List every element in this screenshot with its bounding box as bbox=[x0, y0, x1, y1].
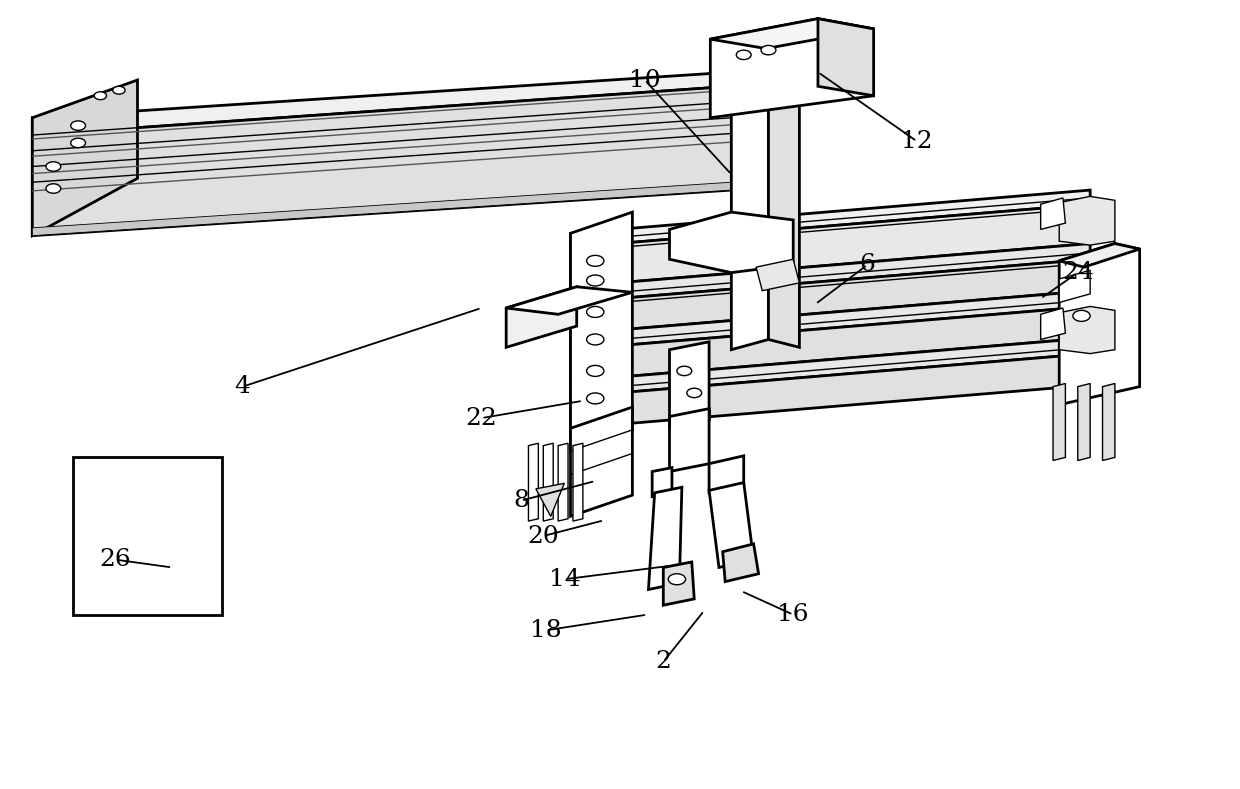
Polygon shape bbox=[570, 244, 1090, 302]
Circle shape bbox=[587, 306, 604, 317]
Polygon shape bbox=[506, 286, 632, 314]
Polygon shape bbox=[649, 488, 682, 589]
Polygon shape bbox=[32, 72, 732, 135]
Text: 2: 2 bbox=[656, 650, 671, 673]
Polygon shape bbox=[570, 338, 1090, 397]
Polygon shape bbox=[570, 407, 632, 516]
Polygon shape bbox=[1059, 244, 1140, 405]
Text: 20: 20 bbox=[527, 525, 559, 548]
Bar bbox=[73, 458, 222, 615]
Circle shape bbox=[46, 162, 61, 171]
Circle shape bbox=[587, 256, 604, 267]
Circle shape bbox=[71, 121, 86, 130]
Polygon shape bbox=[670, 342, 709, 424]
Polygon shape bbox=[570, 212, 632, 451]
Text: 24: 24 bbox=[1061, 261, 1094, 284]
Polygon shape bbox=[1059, 271, 1090, 302]
Text: 8: 8 bbox=[513, 489, 529, 512]
Polygon shape bbox=[570, 190, 1090, 248]
Polygon shape bbox=[32, 86, 732, 236]
Text: 6: 6 bbox=[859, 253, 875, 276]
Circle shape bbox=[587, 393, 604, 404]
Polygon shape bbox=[1053, 383, 1065, 461]
Circle shape bbox=[761, 46, 776, 55]
Polygon shape bbox=[1059, 196, 1115, 245]
Circle shape bbox=[587, 334, 604, 345]
Polygon shape bbox=[536, 484, 564, 516]
Polygon shape bbox=[732, 76, 769, 350]
Circle shape bbox=[587, 365, 604, 376]
Polygon shape bbox=[663, 562, 694, 605]
Polygon shape bbox=[652, 468, 672, 497]
Polygon shape bbox=[769, 76, 800, 347]
Polygon shape bbox=[570, 353, 1090, 428]
Polygon shape bbox=[570, 204, 1090, 286]
Circle shape bbox=[94, 92, 107, 99]
Polygon shape bbox=[709, 456, 744, 493]
Polygon shape bbox=[570, 306, 1090, 381]
Polygon shape bbox=[670, 409, 709, 472]
Polygon shape bbox=[723, 544, 759, 581]
Polygon shape bbox=[1078, 383, 1090, 461]
Polygon shape bbox=[1040, 308, 1065, 339]
Polygon shape bbox=[818, 19, 874, 95]
Circle shape bbox=[46, 184, 61, 193]
Circle shape bbox=[668, 574, 686, 585]
Circle shape bbox=[587, 275, 604, 286]
Polygon shape bbox=[1059, 306, 1115, 353]
Polygon shape bbox=[558, 443, 568, 521]
Text: 10: 10 bbox=[629, 69, 661, 92]
Circle shape bbox=[113, 86, 125, 94]
Polygon shape bbox=[1102, 383, 1115, 461]
Text: 18: 18 bbox=[529, 619, 562, 642]
Polygon shape bbox=[1040, 198, 1065, 230]
Polygon shape bbox=[506, 286, 577, 347]
Polygon shape bbox=[32, 80, 138, 236]
Polygon shape bbox=[570, 260, 1090, 334]
Polygon shape bbox=[711, 19, 874, 118]
Text: 12: 12 bbox=[901, 130, 932, 153]
Polygon shape bbox=[528, 443, 538, 521]
Polygon shape bbox=[756, 260, 800, 290]
Circle shape bbox=[71, 138, 86, 148]
Circle shape bbox=[737, 50, 751, 59]
Polygon shape bbox=[32, 182, 732, 236]
Text: 22: 22 bbox=[465, 406, 497, 429]
Text: 4: 4 bbox=[234, 375, 250, 398]
Polygon shape bbox=[543, 443, 553, 521]
Text: 16: 16 bbox=[777, 603, 808, 626]
Polygon shape bbox=[1059, 244, 1140, 267]
Polygon shape bbox=[570, 290, 1090, 350]
Polygon shape bbox=[670, 212, 794, 273]
Polygon shape bbox=[709, 483, 754, 567]
Polygon shape bbox=[711, 19, 874, 49]
Circle shape bbox=[677, 366, 692, 376]
Text: 26: 26 bbox=[99, 548, 131, 571]
Circle shape bbox=[687, 388, 702, 398]
Polygon shape bbox=[573, 443, 583, 521]
Text: 14: 14 bbox=[548, 568, 580, 591]
Circle shape bbox=[1073, 310, 1090, 321]
